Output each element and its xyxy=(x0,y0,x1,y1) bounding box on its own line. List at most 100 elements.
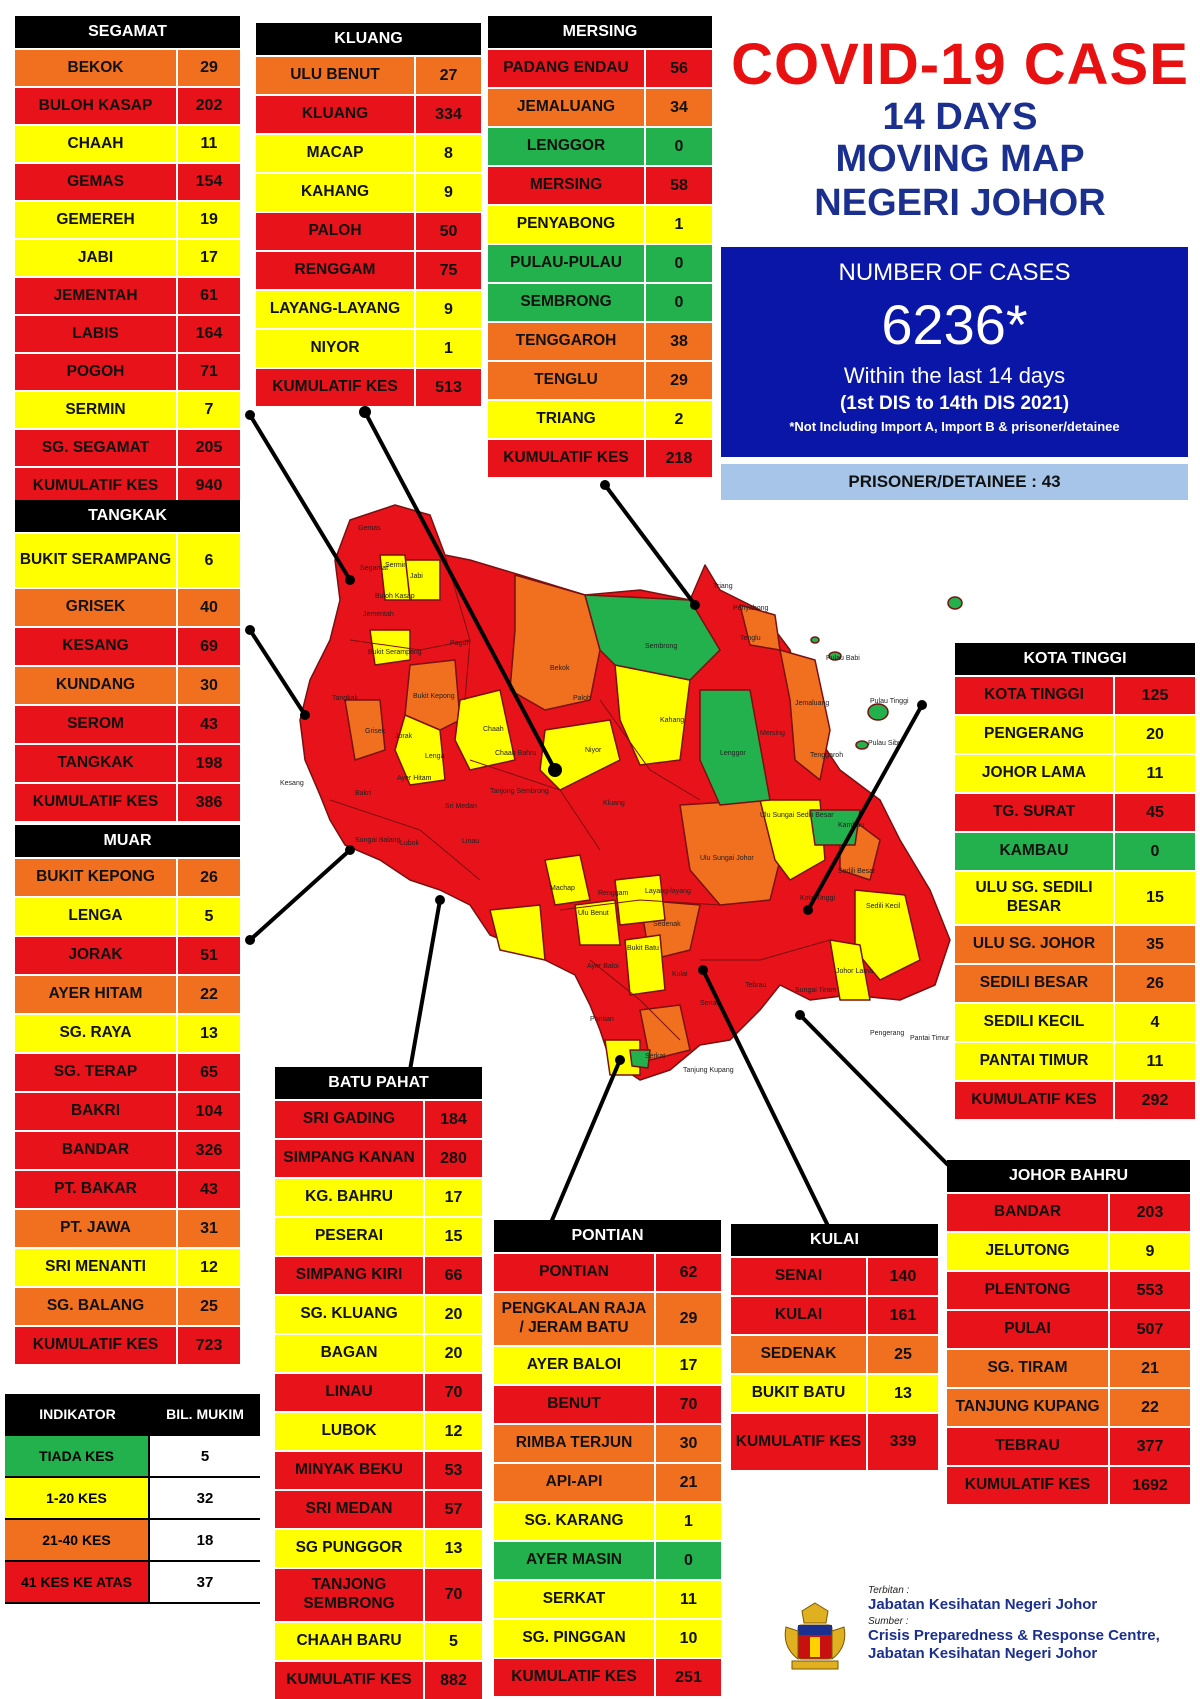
map-region-ulu-benut xyxy=(574,899,621,946)
mukim-name: BANDAR xyxy=(15,1132,178,1169)
district-total-row: KUMULATIF KES 386 xyxy=(15,782,240,821)
mukim-name: TG. SURAT xyxy=(955,794,1115,831)
mukim-row: PENGERANG 20 xyxy=(955,714,1195,753)
map-label-segamat: Segamat xyxy=(360,565,388,572)
mukim-case-count: 164 xyxy=(178,316,240,352)
district-total-row: KUMULATIF KES 1692 xyxy=(947,1465,1190,1504)
mukim-row: CHAAH BARU 5 xyxy=(275,1621,482,1660)
mukim-name: CHAAH BARU xyxy=(275,1623,425,1660)
mukim-row: BAGAN 20 xyxy=(275,1333,482,1372)
mukim-case-count: 20 xyxy=(1115,716,1195,753)
mukim-case-count: 75 xyxy=(416,252,481,289)
map-label-sri-medan: Sri Medan xyxy=(445,803,477,810)
mukim-case-count: 1 xyxy=(656,1503,721,1540)
district-header: BATU PAHAT xyxy=(275,1067,482,1099)
total-case-count: 513 xyxy=(416,369,481,406)
map-region-chaah xyxy=(454,689,516,771)
mukim-name: PENYABONG xyxy=(488,206,646,243)
mukim-row: KLUANG 334 xyxy=(256,94,481,133)
district-header: KULAI xyxy=(731,1224,938,1256)
district-panel-tangkak: TANGKAK BUKIT SERAMPANG 6 GRISEK 40 KESANG 69 K… xyxy=(15,500,240,821)
map-region-lenga xyxy=(394,714,446,786)
prisoner-detainee-count: PRISONER/DETAINEE : 43 xyxy=(721,464,1188,500)
mukim-name: KG. BAHRU xyxy=(275,1179,425,1216)
district-total-row: KUMULATIF KES 251 xyxy=(494,1657,721,1696)
mukim-row: PT. BAKAR 43 xyxy=(15,1169,240,1208)
mukim-case-count: 25 xyxy=(868,1336,938,1373)
mukim-case-count: 58 xyxy=(646,167,712,204)
mukim-row: SG. TERAP 65 xyxy=(15,1052,240,1091)
mukim-name: BUKIT BATU xyxy=(731,1375,868,1412)
mukim-name: JEMENTAH xyxy=(15,278,178,314)
mukim-name: RENGGAM xyxy=(256,252,416,289)
map-label-bekok: Bekok xyxy=(550,665,570,672)
mukim-row: AYER HITAM 22 xyxy=(15,974,240,1013)
district-panel-kota-tinggi: KOTA TINGGI KOTA TINGGI 125 PENGERANG 20 JOHO… xyxy=(955,643,1195,1119)
mukim-row: SG. KARANG 1 xyxy=(494,1501,721,1540)
mukim-name: AYER HITAM xyxy=(15,976,178,1013)
mukim-name: CHAAH xyxy=(15,126,178,162)
mukim-row: KESANG 69 xyxy=(15,626,240,665)
mukim-case-count: 22 xyxy=(1110,1389,1190,1426)
mukim-row: TEBRAU 377 xyxy=(947,1426,1190,1465)
total-case-count: 6236* xyxy=(881,293,1028,356)
mukim-name: ULU SG. SEDILI BESAR xyxy=(955,872,1115,924)
legend-count: 18 xyxy=(150,1520,260,1560)
mukim-name: SRI MENANTI xyxy=(15,1249,178,1286)
mukim-name: PT. JAWA xyxy=(15,1210,178,1247)
mukim-row: JELUTONG 9 xyxy=(947,1231,1190,1270)
mukim-name: LINAU xyxy=(275,1374,425,1411)
mukim-row: JORAK 51 xyxy=(15,935,240,974)
mukim-case-count: 9 xyxy=(416,174,481,211)
mukim-row: KG. BAHRU 17 xyxy=(275,1177,482,1216)
mukim-name: LENGGOR xyxy=(488,128,646,165)
mukim-case-count: 184 xyxy=(425,1101,482,1138)
legend-header: INDIKATOR BIL. MUKIM xyxy=(5,1394,260,1434)
mukim-case-count: 202 xyxy=(178,88,240,124)
mukim-row: SEDILI BESAR 26 xyxy=(955,963,1195,1002)
mukim-row: KULAI 161 xyxy=(731,1295,938,1334)
mukim-name: TEBRAU xyxy=(947,1428,1110,1465)
mukim-case-count: 22 xyxy=(178,976,240,1013)
mukim-case-count: 280 xyxy=(425,1140,482,1177)
mukim-case-count: 30 xyxy=(656,1425,721,1462)
mukim-case-count: 104 xyxy=(178,1093,240,1130)
mukim-name: MERSING xyxy=(488,167,646,204)
map-label-ulu-sedili: Ulu Sungai Sedili Besar xyxy=(760,812,834,819)
mukim-case-count: 26 xyxy=(178,859,240,896)
mukim-case-count: 26 xyxy=(1115,965,1195,1002)
map-label-paloh: Paloh xyxy=(573,695,591,702)
map-label-grisek: Grisek xyxy=(365,728,386,735)
mukim-case-count: 61 xyxy=(178,278,240,314)
mukim-row: LENGGOR 0 xyxy=(488,126,712,165)
total-label: KUMULATIF KES xyxy=(256,369,416,406)
mukim-case-count: 1 xyxy=(416,330,481,367)
mukim-row: KAHANG 9 xyxy=(256,172,481,211)
mukim-case-count: 25 xyxy=(178,1288,240,1325)
mukim-case-count: 29 xyxy=(178,50,240,86)
map-region-bp-south xyxy=(489,904,546,961)
mukim-case-count: 0 xyxy=(1115,833,1195,870)
mukim-row: ULU SG. SEDILI BESAR 15 xyxy=(955,870,1195,924)
source-line-1: Crisis Preparedness & Response Centre, xyxy=(868,1627,1160,1644)
map-region-lenggor xyxy=(699,689,771,806)
mukim-row: TENGLU 29 xyxy=(488,360,712,399)
map-island-pulau-aur xyxy=(810,636,820,644)
legend-label: 41 KES KE ATAS xyxy=(5,1562,150,1602)
map-label-mersing: Mersing xyxy=(760,730,785,737)
mukim-name: PENGKALAN RAJA / JERAM BATU xyxy=(494,1293,656,1345)
map-label-lubok: Lubok xyxy=(400,840,420,847)
map-label-bukit-batu: Bukit Batu xyxy=(627,945,659,952)
mukim-row: PESERAI 15 xyxy=(275,1216,482,1255)
source-line-2: Jabatan Kesihatan Negeri Johor xyxy=(868,1645,1098,1662)
mukim-case-count: 11 xyxy=(178,126,240,162)
legend-label: 21-40 KES xyxy=(5,1520,150,1560)
mukim-name: GEMEREH xyxy=(15,202,178,238)
mukim-case-count: 20 xyxy=(425,1296,482,1333)
mukim-name: MACAP xyxy=(256,135,416,172)
mukim-case-count: 43 xyxy=(178,1171,240,1208)
district-panel-mersing: MERSING PADANG ENDAU 56 JEMALUANG 34 LENGGOR 0… xyxy=(488,16,712,477)
mukim-case-count: 66 xyxy=(425,1257,482,1294)
district-total-row: KUMULATIF KES 882 xyxy=(275,1660,482,1699)
mukim-name: PONTIAN xyxy=(494,1254,656,1291)
